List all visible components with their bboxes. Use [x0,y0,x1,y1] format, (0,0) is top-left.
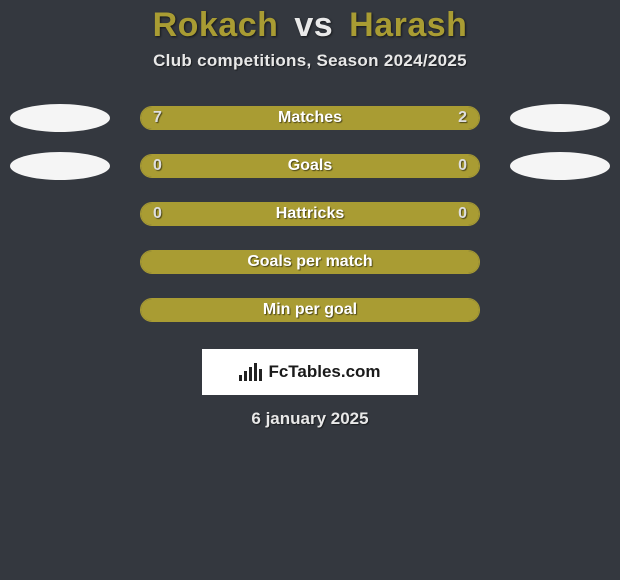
stat-bar-right-seg [404,107,479,129]
stat-bar: Matches72 [140,106,480,130]
attribution-inner: FcTables.com [239,362,380,382]
stat-row: Min per goal [0,297,620,323]
icon-bar [244,371,247,381]
date-text: 6 january 2025 [251,409,368,429]
title-player2: Harash [349,6,467,44]
icon-bar [259,369,262,381]
stat-bar-left-seg [141,155,479,177]
stat-bar: Goals00 [140,154,480,178]
player2-ellipse [510,152,610,180]
stat-bar-left-seg [141,107,404,129]
icon-bar [254,363,257,381]
stat-row: Goals00 [0,153,620,179]
stat-bar: Goals per match [140,250,480,274]
stat-bar-left-seg [141,251,479,273]
player1-ellipse [10,104,110,132]
title-player1: Rokach [153,6,279,44]
stat-row: Goals per match [0,249,620,275]
player1-ellipse [10,152,110,180]
title: Rokach vs Harash [153,6,468,45]
attribution-text: FcTables.com [268,362,380,382]
stat-bar-left-seg [141,299,479,321]
subtitle: Club competitions, Season 2024/2025 [153,51,467,71]
stat-bar: Min per goal [140,298,480,322]
stat-bar-left-seg [141,203,479,225]
bar-chart-icon [239,363,262,381]
comparison-card: Rokach vs Harash Club competitions, Seas… [0,0,620,580]
icon-bar [239,375,242,381]
stat-bar: Hattricks00 [140,202,480,226]
stat-row: Matches72 [0,105,620,131]
attribution-box: FcTables.com [202,349,418,395]
player2-ellipse [510,104,610,132]
stat-row: Hattricks00 [0,201,620,227]
stats-rows: Matches72 Goals00 Hattricks00 Goals per mat… [0,105,620,323]
icon-bar [249,367,252,381]
title-vs: vs [294,6,333,44]
